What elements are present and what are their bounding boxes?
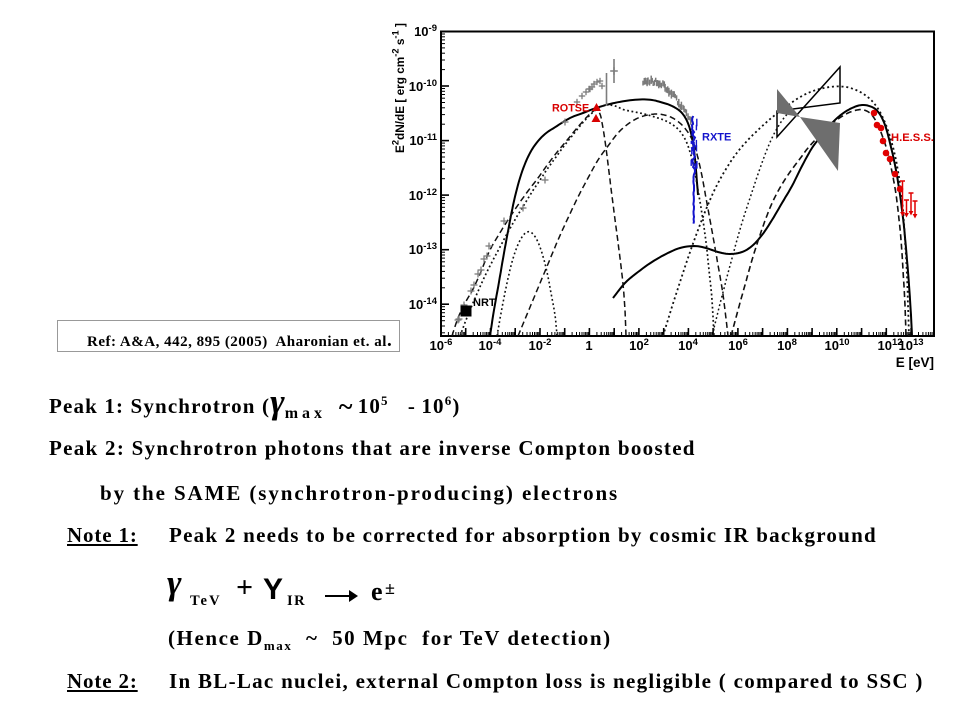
svg-text:10-12: 10-12 [409, 187, 437, 203]
svg-text:E [eV]: E [eV] [896, 355, 934, 370]
svg-text:10-2: 10-2 [529, 337, 552, 353]
svg-text:10-13: 10-13 [409, 241, 437, 257]
svg-text:1010: 1010 [824, 337, 849, 353]
svg-text:E2dN/dE [ erg cm-2 s-1 ]: E2dN/dE [ erg cm-2 s-1 ] [391, 23, 408, 153]
svg-text:106: 106 [728, 337, 748, 353]
svg-text:10-14: 10-14 [409, 296, 438, 312]
svg-text:108: 108 [777, 337, 797, 353]
svg-text:ROTSE: ROTSE [552, 103, 589, 115]
svg-text:H.E.S.S.: H.E.S.S. [891, 132, 934, 144]
svg-text:10-11: 10-11 [409, 132, 437, 148]
svg-text:1: 1 [585, 338, 592, 353]
svg-text:10-10: 10-10 [409, 78, 437, 94]
svg-text:NRT: NRT [473, 297, 496, 309]
svg-text:10-9: 10-9 [414, 23, 437, 39]
svg-text:102: 102 [629, 337, 649, 353]
svg-text:RXTE: RXTE [702, 132, 731, 144]
svg-text:10-4: 10-4 [479, 337, 503, 353]
svg-text:104: 104 [678, 337, 698, 353]
svg-text:10-6: 10-6 [430, 337, 453, 353]
